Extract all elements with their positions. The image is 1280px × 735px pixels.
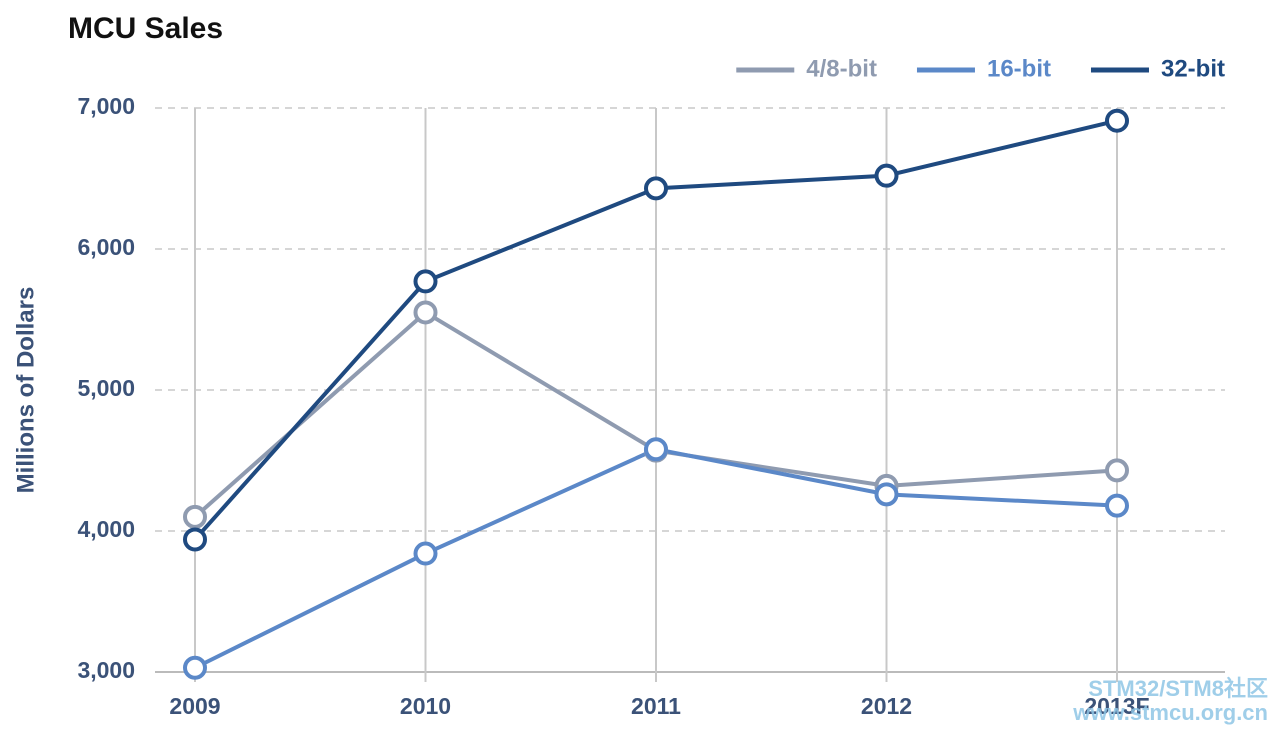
data-point [413, 541, 438, 566]
x-tick-label: 2011 [631, 693, 681, 719]
data-point [644, 437, 668, 462]
y-tick-label: 7,000 [77, 93, 135, 119]
legend-label: 16-bit [987, 55, 1051, 82]
y-tick-label: 6,000 [77, 234, 135, 260]
x-tick-label: 2010 [400, 693, 451, 719]
data-point [644, 176, 668, 201]
legend-label: 4/8-bit [806, 55, 877, 82]
data-point [1105, 458, 1129, 483]
y-tick-label: 4,000 [77, 516, 135, 542]
data-point [183, 655, 207, 680]
x-tick-label: 2009 [169, 693, 220, 719]
watermark: STM32/STM8社区 [1088, 676, 1268, 701]
data-point [183, 504, 207, 529]
data-point [413, 269, 438, 294]
x-tick-label: 2013F [1084, 693, 1149, 719]
data-point [413, 300, 438, 325]
x-tick-label: 2012 [861, 693, 912, 719]
y-tick-label: 3,000 [77, 657, 135, 683]
data-point [1105, 108, 1129, 133]
y-tick-label: 5,000 [77, 375, 135, 401]
data-point [183, 527, 207, 552]
legend-label: 32-bit [1161, 55, 1225, 82]
watermark: www.stmcu.org.cn [1072, 700, 1268, 725]
y-axis-label: Millions of Dollars [12, 287, 39, 494]
data-point [1105, 493, 1129, 518]
data-point [874, 482, 899, 507]
chart-title: MCU Sales [68, 12, 223, 45]
data-point [874, 163, 899, 188]
